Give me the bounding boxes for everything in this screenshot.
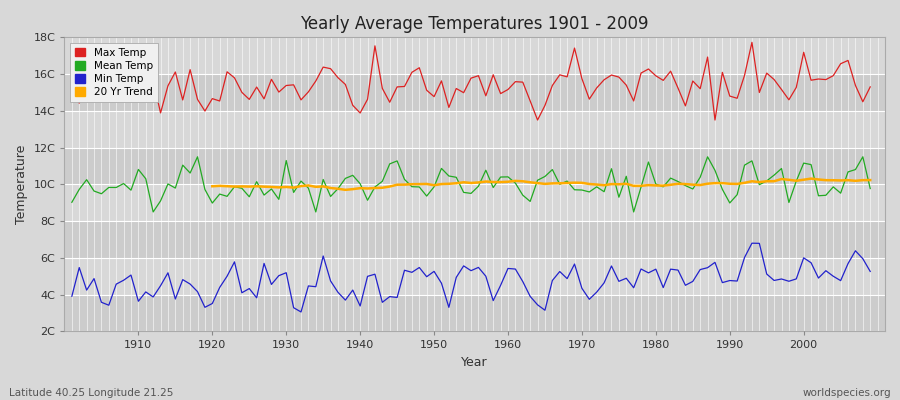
X-axis label: Year: Year: [462, 356, 488, 369]
Bar: [65, 184, 885, 221]
Bar: [65, 148, 885, 184]
Y-axis label: Temperature: Temperature: [15, 145, 28, 224]
Text: Latitude 40.25 Longitude 21.25: Latitude 40.25 Longitude 21.25: [9, 388, 174, 398]
Legend: Max Temp, Mean Temp, Min Temp, 20 Yr Trend: Max Temp, Mean Temp, Min Temp, 20 Yr Tre…: [69, 42, 158, 102]
Bar: [65, 258, 885, 295]
Bar: [65, 295, 885, 332]
Bar: [65, 221, 885, 258]
Bar: [65, 111, 885, 148]
Text: worldspecies.org: worldspecies.org: [803, 388, 891, 398]
Bar: [65, 37, 885, 74]
Bar: [65, 74, 885, 111]
Title: Yearly Average Temperatures 1901 - 2009: Yearly Average Temperatures 1901 - 2009: [301, 15, 649, 33]
